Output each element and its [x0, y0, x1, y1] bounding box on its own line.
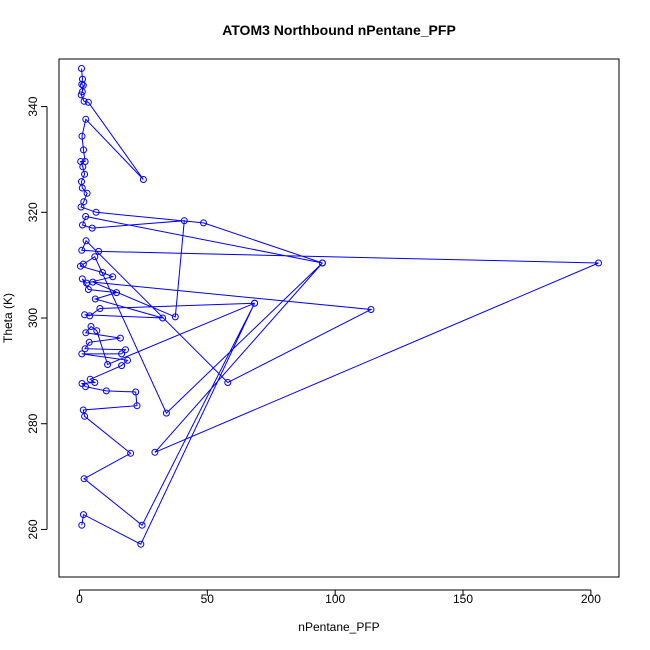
plot-area-frame	[58, 58, 620, 578]
data-point	[137, 540, 145, 548]
series-layer	[77, 65, 602, 548]
data-point	[96, 305, 104, 312]
y-tick-label: 320	[26, 202, 40, 222]
data-point	[200, 219, 207, 227]
data-point	[79, 81, 87, 89]
data-point	[77, 91, 85, 99]
data-point	[78, 80, 86, 88]
data-point	[99, 269, 106, 276]
data-point	[93, 327, 101, 335]
data-point	[84, 98, 92, 106]
data-point	[251, 299, 259, 307]
x-tick-label: 0	[76, 592, 83, 606]
data-point	[104, 361, 112, 368]
data-point	[159, 314, 167, 322]
data-point	[79, 163, 87, 171]
x-tick-label: 200	[581, 592, 601, 606]
y-axis: 260 280 300 320 340	[26, 96, 48, 539]
data-point	[91, 295, 99, 303]
data-point	[151, 448, 159, 456]
data-point	[86, 375, 94, 383]
x-axis-label: nPentane_PFP	[298, 620, 379, 634]
y-tick-label: 300	[26, 308, 40, 328]
data-point	[91, 379, 99, 386]
x-axis: 0 50 100 150 200	[76, 589, 601, 606]
data-point	[80, 511, 87, 519]
data-point	[109, 273, 117, 281]
data-point	[81, 311, 89, 319]
data-point	[171, 313, 179, 321]
data-point	[77, 262, 84, 270]
data-point	[81, 345, 89, 353]
data-point	[118, 362, 126, 370]
data-point	[82, 383, 90, 391]
data-point	[77, 203, 85, 211]
data-point	[78, 246, 86, 254]
data-point	[82, 213, 90, 220]
data-point	[83, 189, 91, 197]
data-point	[82, 237, 90, 245]
data-point	[82, 115, 90, 123]
data-point	[367, 306, 375, 313]
data-point	[127, 449, 135, 457]
data-point	[79, 221, 86, 229]
data-point	[78, 350, 86, 358]
y-tick-label: 260	[26, 519, 40, 539]
data-point	[80, 475, 88, 483]
data-point	[83, 279, 91, 287]
data-point	[79, 406, 87, 414]
y-tick-label: 340	[26, 96, 40, 116]
x-tick-label: 100	[325, 592, 345, 606]
data-point	[80, 198, 88, 206]
data-point	[80, 97, 88, 105]
y-tick-label: 280	[26, 413, 40, 433]
data-point	[78, 65, 85, 72]
data-point	[318, 259, 326, 267]
data-point	[91, 253, 99, 261]
data-point	[78, 184, 86, 192]
x-tick-label: 150	[453, 592, 473, 606]
data-point	[78, 521, 86, 529]
data-point	[133, 402, 141, 410]
data-point	[82, 329, 90, 337]
data-point	[81, 170, 89, 178]
data-point	[78, 88, 86, 96]
data-point	[102, 387, 110, 395]
data-point	[80, 146, 87, 154]
data-point	[81, 412, 89, 420]
data-point	[92, 208, 100, 216]
x-tick-label: 50	[201, 592, 215, 606]
data-point	[78, 132, 86, 140]
data-point	[124, 356, 131, 364]
data-point	[84, 286, 92, 293]
data-point	[162, 409, 170, 417]
data-point	[118, 350, 126, 358]
data-point	[224, 379, 232, 386]
data-point	[113, 289, 120, 297]
chart-title: ATOM3 Northbound nPentane_PFP	[222, 22, 456, 38]
data-point	[132, 388, 140, 396]
data-point	[78, 275, 86, 283]
data-point	[139, 176, 147, 183]
data-point	[86, 312, 94, 320]
data-point	[595, 259, 602, 267]
data-point	[95, 247, 103, 255]
data-point	[85, 338, 93, 346]
data-point	[88, 224, 96, 232]
data-point	[180, 217, 188, 225]
data-point	[138, 521, 146, 529]
data-point	[87, 323, 95, 330]
data-point	[122, 346, 129, 354]
data-point	[116, 334, 124, 342]
y-axis-label: Theta (K)	[1, 293, 15, 343]
